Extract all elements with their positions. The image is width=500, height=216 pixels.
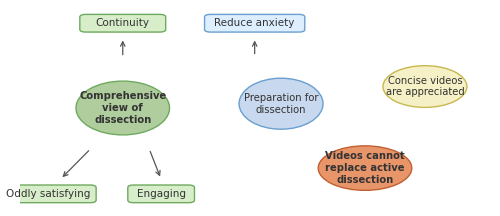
FancyBboxPatch shape [0, 185, 96, 203]
FancyBboxPatch shape [128, 185, 194, 203]
Ellipse shape [76, 81, 170, 135]
Ellipse shape [239, 78, 323, 129]
Text: Concise videos
are appreciated: Concise videos are appreciated [386, 76, 464, 97]
Ellipse shape [318, 146, 412, 190]
Text: Preparation for
dissection: Preparation for dissection [244, 93, 318, 114]
Text: Oddly satisfying: Oddly satisfying [6, 189, 90, 199]
FancyBboxPatch shape [80, 14, 166, 32]
Text: Reduce anxiety: Reduce anxiety [214, 18, 295, 28]
FancyBboxPatch shape [204, 14, 305, 32]
Text: Comprehensive
view of
dissection: Comprehensive view of dissection [79, 91, 166, 125]
Text: Videos cannot
replace active
dissection: Videos cannot replace active dissection [325, 151, 405, 185]
Text: Engaging: Engaging [136, 189, 186, 199]
Ellipse shape [383, 66, 467, 107]
Text: Continuity: Continuity [96, 18, 150, 28]
